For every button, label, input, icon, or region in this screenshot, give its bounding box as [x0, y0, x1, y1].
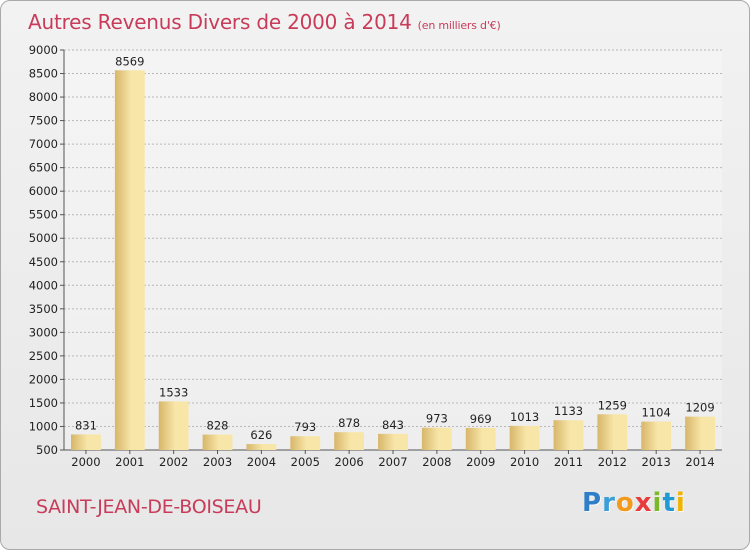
x-tick-label: 2007 [378, 455, 407, 469]
value-label: 8569 [115, 54, 144, 68]
bar [685, 416, 715, 450]
value-label: 1013 [510, 410, 539, 424]
x-tick-label: 2008 [422, 455, 451, 469]
x-tick-label: 2002 [159, 455, 188, 469]
y-tick-label: 4000 [29, 278, 58, 292]
proxiti-logo: Proxiti [582, 488, 686, 518]
x-tick-label: 2013 [642, 455, 671, 469]
bar [290, 436, 321, 450]
x-tick-label: 2014 [685, 455, 714, 469]
x-tick-label: 2009 [466, 455, 495, 469]
bar [553, 420, 584, 450]
x-tick-label: 2010 [510, 455, 539, 469]
y-tick-label: 7000 [29, 137, 58, 151]
bar [158, 401, 189, 450]
y-tick-label: 5500 [29, 208, 58, 222]
y-tick-label: 4500 [29, 255, 58, 269]
commune-name: SAINT-JEAN-DE-BOISEAU [36, 496, 262, 518]
chart-title-main: Autres Revenus Divers de 2000 à 2014 [28, 10, 412, 34]
y-tick-label: 500 [36, 443, 58, 457]
bar [421, 427, 452, 450]
bar [202, 434, 233, 450]
y-tick-label: 2000 [29, 372, 58, 386]
bar [509, 425, 540, 450]
y-tick-label: 6500 [29, 161, 58, 175]
value-label: 1533 [159, 385, 188, 399]
y-tick-label: 1000 [29, 419, 58, 433]
x-tick-label: 2005 [291, 455, 320, 469]
bar [246, 444, 277, 450]
value-label: 1259 [598, 398, 627, 412]
value-label: 831 [75, 418, 97, 432]
y-tick-label: 8500 [29, 67, 58, 81]
value-label: 969 [470, 412, 492, 426]
bar [71, 434, 101, 450]
bar [334, 432, 365, 450]
plot-area [64, 50, 722, 450]
y-tick-label: 3000 [29, 325, 58, 339]
y-tick-label: 6000 [29, 184, 58, 198]
bar [597, 414, 628, 450]
bar [114, 70, 145, 451]
y-tick-label: 8000 [29, 90, 58, 104]
y-tick-label: 7500 [29, 114, 58, 128]
y-tick-label: 1500 [29, 396, 58, 410]
value-label: 973 [426, 412, 448, 426]
value-label: 1209 [685, 401, 714, 415]
x-tick-label: 2011 [554, 455, 583, 469]
x-tick-label: 2001 [115, 455, 144, 469]
y-tick-label: 5000 [29, 231, 58, 245]
x-tick-label: 2000 [71, 455, 100, 469]
bar [641, 421, 672, 450]
x-tick-label: 2003 [203, 455, 232, 469]
x-tick-label: 2004 [247, 455, 276, 469]
x-tick-label: 2012 [598, 455, 627, 469]
value-label: 843 [382, 418, 404, 432]
bar [465, 427, 496, 450]
y-tick-label: 3500 [29, 302, 58, 316]
x-tick-label: 2006 [334, 455, 363, 469]
value-label: 878 [338, 416, 360, 430]
chart-title: Autres Revenus Divers de 2000 à 2014 (en … [28, 10, 501, 34]
value-label: 793 [294, 420, 316, 434]
value-label: 1133 [554, 404, 583, 418]
value-label: 1104 [642, 406, 671, 420]
y-tick-label: 2500 [29, 349, 58, 363]
value-label: 626 [250, 428, 272, 442]
value-label: 828 [207, 419, 229, 433]
chart-title-unit: (en milliers d'€) [417, 19, 501, 32]
y-tick-label: 9000 [29, 43, 58, 57]
bar [378, 433, 408, 450]
